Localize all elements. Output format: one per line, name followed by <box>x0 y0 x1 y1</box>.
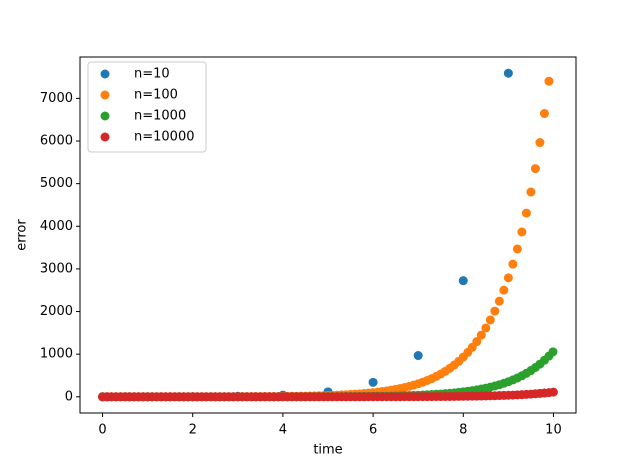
legend-marker <box>100 69 110 79</box>
data-point <box>476 330 486 340</box>
data-point <box>526 187 536 197</box>
y-axis-label: error <box>15 219 30 251</box>
y-tick-label: 0 <box>65 389 73 404</box>
data-point <box>503 273 513 283</box>
data-point <box>512 244 522 254</box>
data-point <box>413 351 423 361</box>
y-tick-label: 7000 <box>40 91 73 106</box>
data-point <box>544 76 554 86</box>
data-point <box>535 138 545 148</box>
data-point <box>490 306 500 316</box>
x-axis-label: time <box>313 443 342 458</box>
data-point <box>481 323 491 333</box>
legend-label: n=10 <box>134 67 170 82</box>
data-point <box>503 68 513 78</box>
x-tick-label: 6 <box>369 423 377 438</box>
data-point <box>548 347 558 357</box>
y-tick-label: 2000 <box>40 304 73 319</box>
y-tick-label: 3000 <box>40 261 73 276</box>
data-point <box>530 164 540 174</box>
data-point <box>368 377 378 387</box>
legend-label: n=10000 <box>134 130 195 145</box>
x-tick-label: 8 <box>459 423 467 438</box>
data-point <box>458 276 468 286</box>
data-point <box>508 259 518 269</box>
data-point <box>485 315 495 325</box>
legend-label: n=100 <box>134 88 178 103</box>
data-point <box>494 296 504 306</box>
data-point <box>517 227 527 237</box>
y-tick-label: 5000 <box>40 176 73 191</box>
y-tick-label: 1000 <box>40 347 73 362</box>
data-point <box>472 337 482 347</box>
x-tick-label: 10 <box>545 423 562 438</box>
x-tick-label: 2 <box>189 423 197 438</box>
x-tick-label: 0 <box>98 423 106 438</box>
y-tick-label: 6000 <box>40 134 73 149</box>
legend-label: n=1000 <box>134 109 186 124</box>
legend-box <box>87 61 207 153</box>
legend-marker <box>100 132 110 142</box>
legend-marker <box>100 90 110 100</box>
x-tick-label: 4 <box>279 423 287 438</box>
data-point <box>521 208 531 218</box>
data-point <box>499 285 509 295</box>
legend-marker <box>100 111 110 121</box>
y-tick-label: 4000 <box>40 219 73 234</box>
data-point <box>548 387 558 397</box>
plot-area <box>98 68 558 402</box>
axes-frame <box>79 56 577 414</box>
data-point <box>539 109 549 119</box>
